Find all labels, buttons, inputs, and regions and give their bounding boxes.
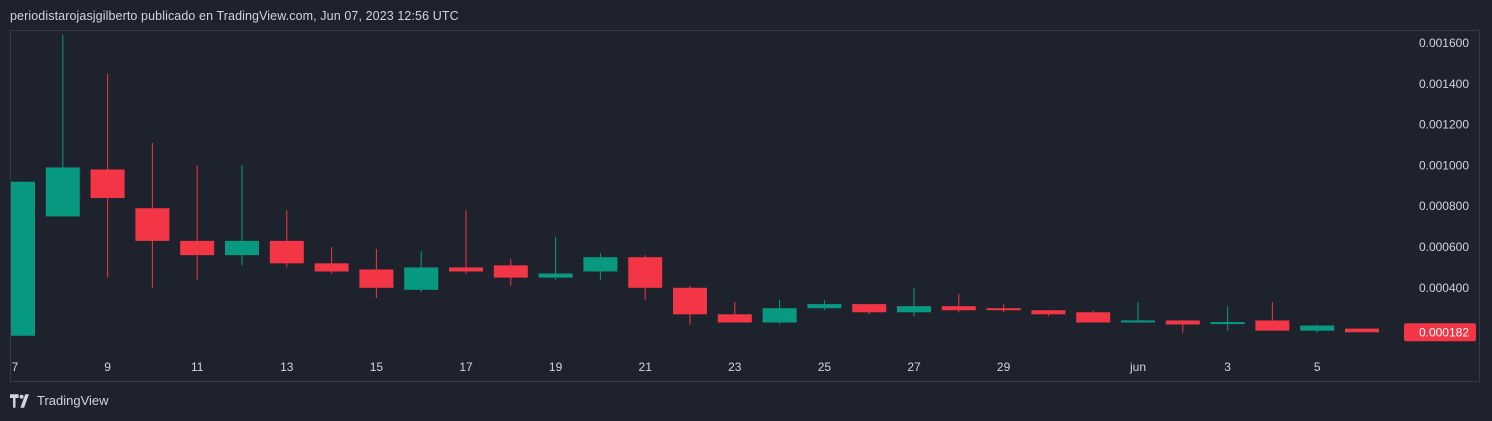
- candle-body: [1210, 322, 1245, 325]
- time-tick-label: 15: [370, 360, 384, 374]
- candle-body: [269, 240, 304, 264]
- candle-body: [225, 240, 259, 256]
- time-tick-label: 21: [639, 360, 653, 374]
- candle-body: [314, 263, 349, 272]
- candle-body: [717, 314, 752, 323]
- candle-body: [1031, 310, 1066, 315]
- price-tick-label: 0.001000: [1419, 158, 1469, 172]
- candle-body: [1076, 312, 1111, 323]
- time-tick-label: jun: [1129, 360, 1146, 374]
- publish-caption: periodistarojasjgilberto publicado en Tr…: [10, 9, 459, 23]
- candle-body: [11, 181, 35, 336]
- price-axis[interactable]: 0.001600 0.001400 0.001200 0.001000 0.000800…: [1419, 36, 1469, 295]
- time-tick-label: 3: [1224, 360, 1231, 374]
- last-price-label: 0.000182: [1419, 325, 1469, 339]
- time-tick-label: 5: [1314, 360, 1321, 374]
- candle-body: [852, 304, 887, 313]
- time-tick-label: 17: [459, 360, 473, 374]
- time-tick-label: 19: [549, 360, 563, 374]
- time-tick-label: 29: [997, 360, 1011, 374]
- candle-body: [180, 240, 215, 256]
- price-tick-label: 0.000400: [1419, 281, 1469, 295]
- time-axis[interactable]: 7 9 11 13 15 17 19 21 23 25 27 29 jun 3 5: [12, 360, 1321, 374]
- candle-body: [1345, 328, 1379, 333]
- price-tick-label: 0.000600: [1419, 240, 1469, 254]
- candle-body: [941, 306, 976, 311]
- price-tick-label: 0.000800: [1419, 199, 1469, 213]
- candle-body: [762, 308, 797, 323]
- time-tick-label: 11: [191, 360, 204, 374]
- time-tick-label: 25: [818, 360, 832, 374]
- candle-body: [1255, 320, 1290, 331]
- time-tick-label: 7: [12, 360, 19, 374]
- last-price-marker: 0.000182: [1404, 323, 1476, 342]
- tradingview-logo-icon: [10, 393, 29, 408]
- candle-body: [404, 267, 439, 290]
- candle-body: [986, 308, 1021, 311]
- candle-body: [1300, 325, 1335, 331]
- candle-body: [897, 306, 931, 313]
- candle-body: [493, 265, 528, 278]
- candle-body: [135, 208, 170, 241]
- candle-body: [359, 269, 394, 288]
- candle-body: [673, 287, 707, 315]
- price-tick-label: 0.001400: [1419, 77, 1469, 91]
- price-tick-label: 0.001600: [1419, 36, 1469, 50]
- candlestick-chart[interactable]: 0.001600 0.001400 0.001200 0.001000 0.000800…: [0, 0, 1492, 390]
- candle-body: [628, 257, 663, 288]
- candle-body: [538, 273, 573, 278]
- candle-body: [45, 167, 80, 217]
- time-tick-label: 13: [280, 360, 294, 374]
- candle-body: [1165, 320, 1200, 325]
- last-price-badge: [1404, 323, 1476, 342]
- candle-body: [1121, 320, 1155, 323]
- candles-layer: [11, 34, 1379, 336]
- time-tick-label: 23: [728, 360, 742, 374]
- price-tick-label: 0.001200: [1419, 118, 1469, 132]
- candle-body: [90, 169, 125, 199]
- time-tick-label: 27: [907, 360, 921, 374]
- candle-body: [583, 257, 618, 272]
- footer-brand[interactable]: TradingView: [10, 393, 109, 408]
- candle-body: [449, 267, 483, 272]
- brand-label: TradingView: [37, 393, 109, 408]
- time-tick-label: 9: [104, 360, 111, 374]
- candle-body: [807, 304, 842, 309]
